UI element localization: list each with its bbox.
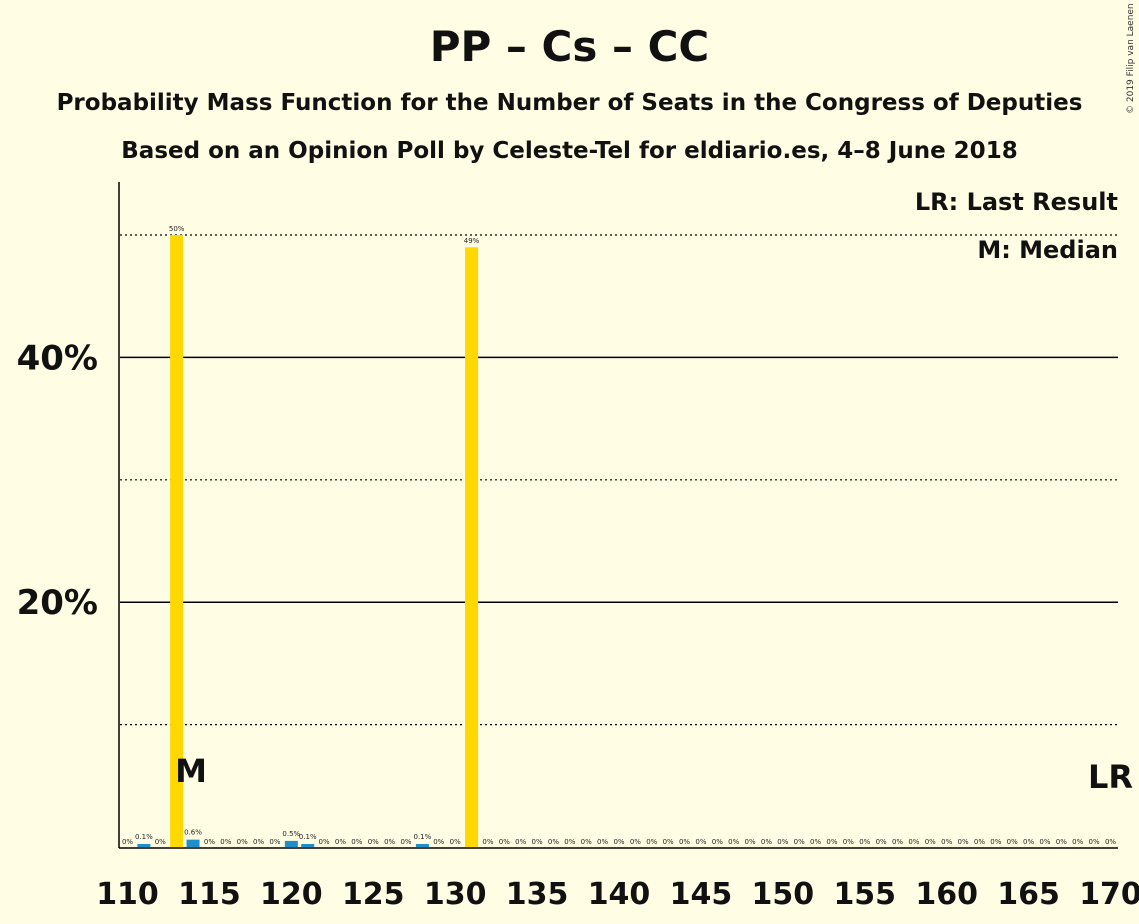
legend-last-result: LR: Last Result bbox=[915, 188, 1118, 216]
bar-value-label: 0% bbox=[925, 838, 936, 846]
y-tick-label: 20% bbox=[17, 583, 98, 623]
bar-seat-120 bbox=[284, 840, 298, 847]
x-tick-label: 140 bbox=[588, 877, 651, 912]
bar-value-label: 0% bbox=[433, 838, 444, 846]
bar-value-label: 0% bbox=[843, 838, 854, 846]
bar-value-label: 0% bbox=[957, 838, 968, 846]
bar-seat-131 bbox=[465, 247, 479, 848]
bar-value-label: 0% bbox=[335, 838, 346, 846]
bar-value-label: 0% bbox=[777, 838, 788, 846]
bar-seat-121 bbox=[301, 844, 315, 847]
bar-seat-128 bbox=[415, 844, 429, 847]
bar-value-label: 0% bbox=[990, 838, 1001, 846]
x-tick-label: 170 bbox=[1079, 877, 1139, 912]
bar-value-label: 0% bbox=[712, 838, 723, 846]
bar-value-label: 0% bbox=[1072, 838, 1083, 846]
x-tick-label: 155 bbox=[833, 877, 896, 912]
bar-seat-114 bbox=[186, 839, 200, 847]
x-tick-label: 135 bbox=[506, 877, 569, 912]
bar-seat-113 bbox=[170, 235, 184, 847]
chart-subtitle-source: Based on an Opinion Poll by Celeste-Tel … bbox=[121, 138, 1018, 164]
bar-value-label: 0% bbox=[876, 838, 887, 846]
x-tick-label: 130 bbox=[424, 877, 487, 912]
bar-value-label: 0.5% bbox=[282, 830, 300, 838]
bar-value-label: 0% bbox=[1089, 838, 1100, 846]
x-tick-label: 115 bbox=[178, 877, 241, 912]
legend-median: M: Median bbox=[977, 236, 1118, 264]
bar-value-label: 0% bbox=[745, 838, 756, 846]
x-tick-label: 145 bbox=[670, 877, 733, 912]
bar-value-label: 0% bbox=[974, 838, 985, 846]
chart-title: PP – Cs – CC bbox=[429, 22, 710, 71]
bar-value-label: 0% bbox=[1023, 838, 1034, 846]
bar-value-label: 0% bbox=[450, 838, 461, 846]
bar-value-label: 0% bbox=[663, 838, 674, 846]
bar-value-label: 0% bbox=[859, 838, 870, 846]
chart-subtitle: Probability Mass Function for the Number… bbox=[56, 90, 1083, 116]
bar-value-label: 0% bbox=[728, 838, 739, 846]
bar-value-label: 0% bbox=[499, 838, 510, 846]
x-tick-label: 125 bbox=[342, 877, 405, 912]
bar-value-label: 0% bbox=[564, 838, 575, 846]
x-tick-label: 110 bbox=[96, 877, 159, 912]
bar-value-label: 0% bbox=[253, 838, 264, 846]
bar-value-label: 0.1% bbox=[299, 833, 317, 841]
bar-value-label: 0% bbox=[1105, 838, 1116, 846]
bar-value-label: 0% bbox=[679, 838, 690, 846]
x-tick-label: 160 bbox=[915, 877, 978, 912]
bar-value-label: 0% bbox=[548, 838, 559, 846]
bar-value-label: 0% bbox=[532, 838, 543, 846]
bar-seat-111 bbox=[137, 844, 151, 847]
bar-value-label: 0% bbox=[515, 838, 526, 846]
bar-value-label: 0% bbox=[122, 838, 133, 846]
bar-value-label: 0% bbox=[155, 838, 166, 846]
bar-value-label: 0% bbox=[237, 838, 248, 846]
bar-value-label: 0% bbox=[695, 838, 706, 846]
last-result-marker: LR bbox=[1088, 758, 1133, 796]
bar-value-label: 0% bbox=[1007, 838, 1018, 846]
median-marker: M bbox=[175, 752, 207, 790]
bar-value-label: 0% bbox=[761, 838, 772, 846]
bar-value-label: 0.1% bbox=[135, 833, 153, 841]
bar-value-label: 0% bbox=[630, 838, 641, 846]
bar-value-label: 0% bbox=[908, 838, 919, 846]
bar-value-label: 0% bbox=[384, 838, 395, 846]
x-tick-label: 165 bbox=[997, 877, 1060, 912]
bar-value-label: 0% bbox=[646, 838, 657, 846]
bar-value-label: 50% bbox=[169, 225, 185, 233]
bar-value-label: 0% bbox=[220, 838, 231, 846]
x-tick-label: 120 bbox=[260, 877, 323, 912]
y-tick-label: 40% bbox=[17, 338, 98, 378]
bar-value-label: 0% bbox=[400, 838, 411, 846]
bar-value-label: 0% bbox=[613, 838, 624, 846]
bar-value-label: 0% bbox=[794, 838, 805, 846]
bar-value-label: 0.1% bbox=[414, 833, 432, 841]
bar-value-label: 0% bbox=[482, 838, 493, 846]
bar-value-label: 0% bbox=[204, 838, 215, 846]
bar-value-label: 0% bbox=[581, 838, 592, 846]
bar-value-label: 0% bbox=[351, 838, 362, 846]
x-tick-label: 150 bbox=[752, 877, 815, 912]
bar-value-label: 0% bbox=[1056, 838, 1067, 846]
bar-value-label: 0% bbox=[892, 838, 903, 846]
bar-value-label: 0% bbox=[269, 838, 280, 846]
bar-value-label: 0% bbox=[1039, 838, 1050, 846]
bar-value-label: 0% bbox=[826, 838, 837, 846]
bar-value-label: 0.6% bbox=[184, 829, 202, 837]
bar-value-label: 0% bbox=[368, 838, 379, 846]
bar-value-label: 49% bbox=[464, 237, 480, 245]
bar-value-label: 0% bbox=[941, 838, 952, 846]
bar-value-label: 0% bbox=[597, 838, 608, 846]
bar-value-label: 0% bbox=[810, 838, 821, 846]
bar-value-label: 0% bbox=[319, 838, 330, 846]
